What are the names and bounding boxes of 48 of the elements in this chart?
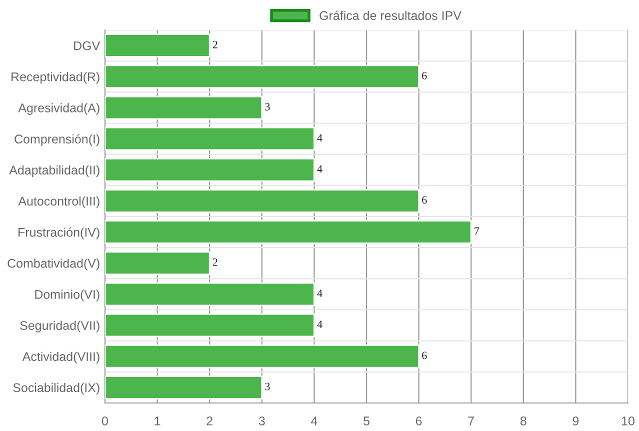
- bar: [105, 189, 420, 213]
- y-tick-label: Adaptabilidad(II): [9, 165, 100, 177]
- data-label: 6: [422, 352, 427, 360]
- y-tick-label: Dominio(VI): [35, 290, 100, 302]
- data-label: 2: [212, 40, 218, 48]
- data-label: 6: [422, 196, 427, 204]
- x-tick-label: 4: [311, 416, 318, 426]
- data-label: 3: [265, 103, 270, 110]
- bar: [105, 376, 263, 400]
- y-tick-label: Actividad(VIII): [22, 352, 100, 364]
- y-tick-label: Agresividad(A): [18, 103, 100, 115]
- x-tick-label: 1: [154, 416, 160, 426]
- bar: [105, 251, 210, 276]
- y-tick-label: Autocontrol(III): [18, 196, 100, 208]
- bar: [105, 126, 315, 151]
- x-tick-label: 5: [364, 416, 370, 426]
- x-tick-label: 3: [258, 416, 265, 426]
- y-tick-label: Seguridad(VII): [20, 320, 100, 332]
- bar: [105, 158, 315, 182]
- bar: [105, 64, 420, 89]
- y-tick-label: Combatividad(V): [8, 258, 100, 270]
- x-tick-label: 6: [416, 416, 422, 426]
- bar: [105, 344, 420, 368]
- data-label: 7: [474, 227, 480, 235]
- y-tick-label: Receptividad(R): [12, 72, 100, 84]
- bar: [105, 282, 315, 306]
- x-tick-label: 10: [622, 416, 634, 426]
- x-tick-label: 9: [572, 416, 579, 426]
- bar: [105, 220, 472, 244]
- x-tick-label: 7: [468, 416, 474, 426]
- legend-label: Gráfica de resultados IPV: [320, 10, 462, 20]
- y-tick-label: Sociabilidad(IX): [13, 382, 100, 395]
- y-tick-label: Frustración(IV): [18, 227, 100, 240]
- x-tick-label: 2: [206, 416, 212, 426]
- y-tick-label: DGV: [74, 41, 100, 50]
- bar: [105, 96, 263, 120]
- x-tick-label: 0: [102, 416, 108, 426]
- data-label: 4: [317, 165, 322, 173]
- bar: [105, 313, 315, 338]
- data-label: 4: [317, 290, 322, 297]
- data-label: 2: [212, 258, 218, 266]
- data-label: 4: [317, 134, 322, 142]
- data-label: 4: [317, 320, 322, 328]
- y-tick-label: Comprensión(I): [14, 134, 100, 146]
- bar: [105, 34, 210, 58]
- x-tick-label: 8: [520, 416, 526, 426]
- data-label: 6: [422, 72, 427, 80]
- data-label: 3: [265, 382, 270, 390]
